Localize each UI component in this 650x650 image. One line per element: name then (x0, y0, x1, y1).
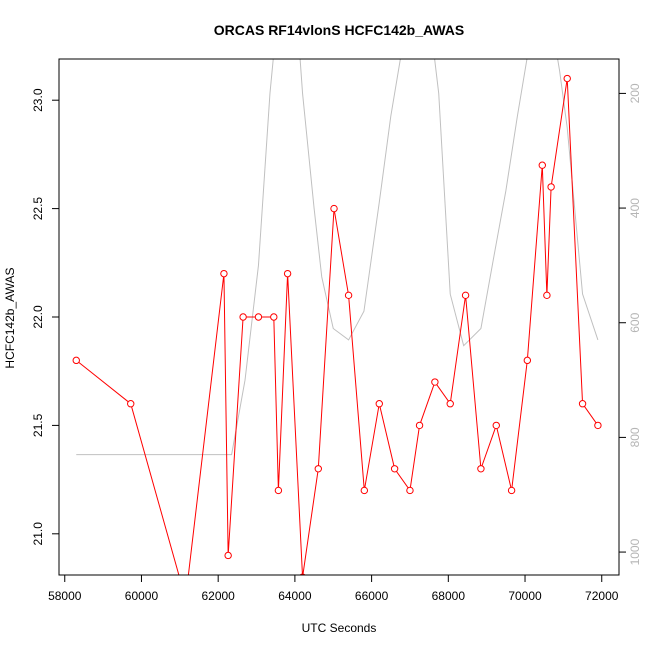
data-point (375, 400, 383, 408)
y-tick-label: 22.0 (31, 305, 45, 329)
data-point (563, 74, 571, 83)
data-point (182, 596, 188, 602)
data-point (492, 421, 500, 430)
right-axis: 200 400 600 800 1000 (618, 83, 642, 565)
data-point (283, 269, 292, 278)
data-point (507, 486, 516, 495)
data-point (274, 486, 283, 495)
data-point (431, 378, 439, 386)
plot-frame (58, 58, 620, 576)
data-point (406, 486, 414, 495)
chart-title: ORCAS RF14vlonS HCFC142b_AWAS (214, 22, 465, 38)
data-point (523, 356, 532, 365)
y-tick-label: 21.0 (31, 522, 45, 546)
x-tick-label: 64000 (278, 589, 312, 603)
right-tick-label: 400 (628, 198, 642, 218)
data-point (330, 204, 338, 213)
data-point (578, 400, 587, 408)
data-point (314, 465, 322, 473)
data-point (594, 421, 602, 430)
data-point (72, 356, 80, 365)
right-tick-label: 200 (628, 83, 642, 103)
y-tick-label: 23.0 (31, 88, 45, 112)
y-tick-label: 21.5 (31, 413, 45, 437)
right-tick-label: 600 (628, 312, 642, 332)
data-point (360, 486, 369, 495)
red-series (72, 74, 602, 602)
data-point (415, 421, 424, 430)
right-tick-label: 1000 (628, 538, 642, 565)
x-tick-label: 60000 (125, 589, 159, 603)
data-point (446, 400, 454, 408)
x-axis: 58000 60000 62000 64000 66000 68000 70000 72000 (48, 574, 619, 603)
data-point (127, 400, 135, 408)
x-tick-label: 62000 (201, 589, 235, 603)
data-point (254, 313, 263, 321)
x-tick-label: 70000 (508, 589, 542, 603)
y-tick-label: 22.5 (31, 197, 45, 221)
x-tick-label: 58000 (48, 589, 82, 603)
x-tick-label: 72000 (585, 589, 619, 603)
data-point (224, 551, 232, 560)
data-point (239, 313, 247, 321)
data-point (547, 183, 555, 191)
data-point (344, 291, 353, 300)
data-point (390, 465, 399, 473)
data-point (543, 291, 551, 300)
data-point (270, 313, 278, 321)
right-tick-label: 800 (628, 427, 642, 447)
y-axis: 21.0 21.5 22.0 22.5 23.0 (31, 88, 60, 546)
y-axis-label: HCFC142b_AWAS (3, 267, 17, 368)
data-point (477, 465, 485, 473)
data-point (220, 269, 228, 278)
x-tick-label: 66000 (355, 589, 389, 603)
data-point (538, 161, 546, 169)
red-series-line (75, 78, 599, 575)
data-point (461, 291, 470, 300)
x-tick-label: 68000 (432, 589, 466, 603)
x-axis-label: UTC Seconds (302, 621, 377, 635)
